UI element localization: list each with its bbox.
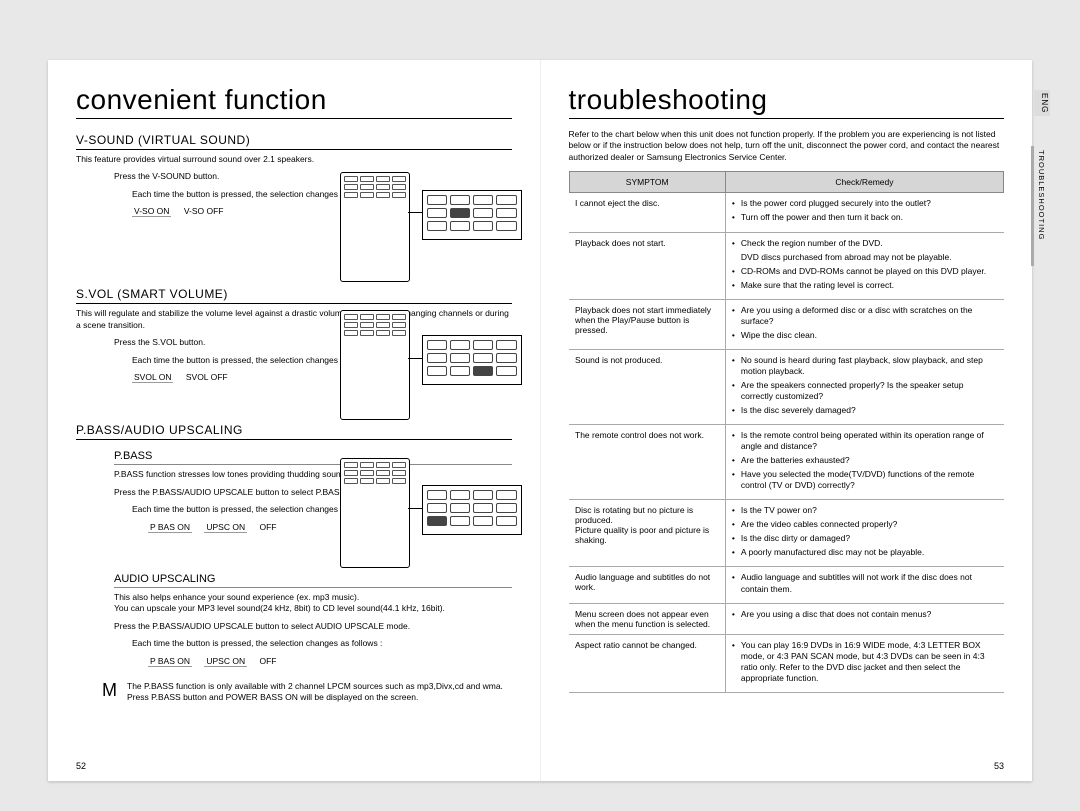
symptom-cell: Disc is rotating but no picture is produ…: [569, 500, 725, 567]
page-number: 53: [994, 761, 1004, 771]
remote-callout: [422, 485, 522, 535]
callout-connector: [408, 358, 422, 359]
table-row: Playback does not start immediately when…: [569, 299, 1004, 349]
note-body: The P.BASS function is only available wi…: [127, 681, 503, 705]
callout-connector: [408, 508, 422, 509]
option-item: P BAS ON: [148, 522, 192, 533]
check-cell: Is the power cord plugged securely into …: [725, 193, 1003, 232]
option-item: OFF: [259, 656, 276, 666]
table-row: Disc is rotating but no picture is produ…: [569, 500, 1004, 567]
note-block: M The P.BASS function is only available …: [102, 681, 512, 705]
remote-callout: [422, 335, 522, 385]
check-item: Turn off the power and then turn it back…: [732, 212, 998, 223]
remote-illustration: [340, 172, 410, 282]
troubleshooting-intro: Refer to the chart below when this unit …: [569, 129, 1005, 163]
page-number: 52: [76, 761, 86, 771]
note-line: The P.BASS function is only available wi…: [127, 681, 503, 693]
check-item: Is the power cord plugged securely into …: [732, 198, 998, 209]
check-cell: Is the remote control being operated wit…: [725, 425, 1003, 500]
section-heading: S.VOL (SMART VOLUME): [76, 287, 512, 304]
language-tab: ENG: [1034, 90, 1050, 116]
check-cell: You can play 16:9 DVDs in 16:9 WIDE mode…: [725, 634, 1003, 692]
symptom-cell: Playback does not start.: [569, 232, 725, 299]
option-item: UPSC ON: [204, 522, 247, 533]
page-title-right: troubleshooting: [569, 84, 1005, 119]
table-row: Aspect ratio cannot be changed.You can p…: [569, 634, 1004, 692]
check-item: Are the batteries exhausted?: [732, 455, 998, 466]
note-badge-icon: M: [102, 681, 117, 705]
check-item: Are you using a deformed disc or a disc …: [732, 305, 998, 327]
section-tab: TROUBLESHOOTING: [1037, 150, 1046, 240]
subsection-heading: P.BASS: [114, 450, 512, 465]
table-row: Menu screen does not appear even when th…: [569, 603, 1004, 634]
check-cell: Audio language and subtitles will not wo…: [725, 567, 1003, 603]
left-page: convenient function V-SOUND (VIRTUAL SOU…: [48, 60, 541, 781]
option-item: SVOL OFF: [186, 372, 228, 382]
option-item: V-SO ON: [132, 206, 171, 217]
check-item: Are the speakers connected properly? Is …: [732, 380, 998, 402]
table-row: The remote control does not work. Is the …: [569, 425, 1004, 500]
note-line: Press P.BASS button and POWER BASS ON wi…: [127, 692, 503, 704]
check-item: Audio language and subtitles will not wo…: [732, 572, 998, 594]
check-item: Is the disc dirty or damaged?: [732, 533, 998, 544]
option-item: SVOL ON: [132, 372, 173, 383]
check-item: Is the TV power on?: [732, 505, 998, 516]
check-item: Is the disc severely damaged?: [732, 405, 998, 416]
check-item: Are you using a disc that does not conta…: [732, 609, 998, 620]
symptom-cell: Sound is not produced.: [569, 349, 725, 424]
right-page: ENG TROUBLESHOOTING troubleshooting Refe…: [541, 60, 1033, 781]
symptom-cell: Audio language and subtitles do not work…: [569, 567, 725, 603]
option-item: UPSC ON: [204, 656, 247, 667]
check-item: Is the remote control being operated wit…: [732, 430, 998, 452]
check-item: Wipe the disc clean.: [732, 330, 998, 341]
check-item: No sound is heard during fast playback, …: [732, 355, 998, 377]
table-row: I cannot eject the disc. Is the power cor…: [569, 193, 1004, 232]
check-item: You can play 16:9 DVDs in 16:9 WIDE mode…: [732, 640, 998, 684]
check-cell: Check the region number of the DVD. DVD d…: [725, 232, 1003, 299]
table-row: Sound is not produced. No sound is heard …: [569, 349, 1004, 424]
table-row: Playback does not start.Check the region…: [569, 232, 1004, 299]
remote-illustration: [340, 310, 410, 420]
section-heading: V-SOUND (VIRTUAL SOUND): [76, 133, 512, 150]
check-cell: Are you using a deformed disc or a disc …: [725, 299, 1003, 349]
section-heading: P.BASS/AUDIO UPSCALING: [76, 423, 512, 440]
options-row: P BAS ON UPSC ON OFF: [148, 656, 512, 667]
press-instruction: Press the P.BASS/AUDIO UPSCALE button to…: [114, 621, 512, 632]
check-item: Check the region number of the DVD.: [732, 238, 998, 249]
symptom-cell: The remote control does not work.: [569, 425, 725, 500]
check-item: Have you selected the mode(TV/DVD) funct…: [732, 469, 998, 491]
subsection-heading: AUDIO UPSCALING: [114, 573, 512, 588]
page-title-left: convenient function: [76, 84, 512, 119]
check-item: Are the video cables connected properly?: [732, 519, 998, 530]
option-item: V-SO OFF: [184, 206, 224, 216]
section-intro: This feature provides virtual surround s…: [76, 154, 512, 165]
option-item: OFF: [259, 522, 276, 532]
check-item-continuation: DVD discs purchased from abroad may not …: [732, 252, 998, 263]
symptom-cell: Menu screen does not appear even when th…: [569, 603, 725, 634]
check-item: A poorly manufactured disc may not be pl…: [732, 547, 998, 558]
check-cell: Is the TV power on? Are the video cables …: [725, 500, 1003, 567]
troubleshooting-table: SYMPTOM Check/Remedy I cannot eject the …: [569, 171, 1005, 692]
check-cell: No sound is heard during fast playback, …: [725, 349, 1003, 424]
remote-callout: [422, 190, 522, 240]
eachtime-text: Each time the button is pressed, the sel…: [132, 638, 512, 649]
option-item: P BAS ON: [148, 656, 192, 667]
check-cell: Are you using a disc that does not conta…: [725, 603, 1003, 634]
subsection-intro: This also helps enhance your sound exper…: [114, 592, 512, 615]
check-item: CD-ROMs and DVD-ROMs cannot be played on…: [732, 266, 998, 277]
side-bar-decoration: [1031, 146, 1034, 266]
symptom-cell: Aspect ratio cannot be changed.: [569, 634, 725, 692]
check-item: Make sure that the rating level is corre…: [732, 280, 998, 291]
table-header-check: Check/Remedy: [725, 172, 1003, 193]
table-row: Audio language and subtitles do not work…: [569, 567, 1004, 603]
subsection-intro: P.BASS function stresses low tones provi…: [114, 469, 512, 480]
remote-illustration: [340, 458, 410, 568]
symptom-cell: Playback does not start immediately when…: [569, 299, 725, 349]
section-intro: This will regulate and stabilize the vol…: [76, 308, 512, 331]
symptom-cell: I cannot eject the disc.: [569, 193, 725, 232]
press-instruction: Press the V-SOUND button.: [114, 171, 512, 182]
table-header-symptom: SYMPTOM: [569, 172, 725, 193]
callout-connector: [408, 212, 422, 213]
